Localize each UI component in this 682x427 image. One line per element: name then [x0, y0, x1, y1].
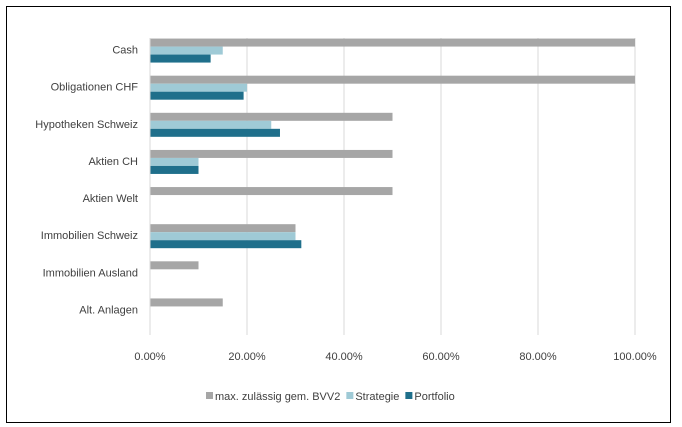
category-label: Cash — [112, 45, 138, 57]
legend-swatch — [346, 392, 354, 399]
category-label: Immobilien Ausland — [43, 267, 138, 279]
legend-swatch — [405, 392, 413, 399]
bar-2-5 — [150, 240, 302, 249]
legend-item-1: Strategie — [346, 391, 399, 403]
category-label: Aktien CH — [88, 156, 138, 168]
legend-label: Portfolio — [414, 391, 454, 403]
bar-0-7 — [150, 298, 223, 307]
x-tick-label: 100.00% — [613, 351, 657, 363]
category-label: Immobilien Schweiz — [41, 230, 138, 242]
bar-0-3 — [150, 149, 393, 158]
legend-label: max. zulässig gem. BVV2 — [215, 391, 340, 403]
x-tick-labels: 0.00% 20.00% 40.00% 60.00% 80.00% 100.00% — [134, 351, 657, 363]
bar-1-2 — [150, 120, 272, 129]
bar-1-5 — [150, 232, 296, 241]
category-label: Alt. Anlagen — [79, 304, 138, 316]
legend: max. zulässig gem. BVV2 Strategie Portfoli… — [206, 391, 455, 403]
x-tick-label: 20.00% — [228, 351, 266, 363]
x-tick-label: 80.00% — [519, 351, 557, 363]
x-tick-label: 0.00% — [134, 351, 165, 363]
bar-2-3 — [150, 165, 199, 174]
bar-2-2 — [150, 128, 280, 137]
category-label: Hypotheken Schweiz — [35, 119, 138, 131]
legend-item-0: max. zulässig gem. BVV2 — [206, 391, 340, 403]
bar-2-1 — [150, 91, 244, 100]
bars — [150, 38, 635, 307]
category-label: Aktien Welt — [83, 193, 138, 205]
bar-0-0 — [150, 38, 635, 47]
legend-item-2: Portfolio — [405, 391, 455, 403]
bar-1-3 — [150, 157, 199, 166]
category-labels: Cash Obligationen CHF Hypotheken Schweiz Ak… — [35, 45, 138, 317]
bar-1-0 — [150, 46, 223, 55]
bar-0-1 — [150, 75, 635, 84]
bar-0-2 — [150, 112, 393, 121]
bar-0-4 — [150, 187, 393, 196]
category-label: Obligationen CHF — [51, 82, 139, 94]
chart-frame — [6, 6, 671, 423]
legend-swatch — [206, 392, 213, 399]
bar-2-0 — [150, 54, 211, 63]
bar-0-6 — [150, 261, 199, 270]
x-tick-label: 40.00% — [325, 351, 363, 363]
bar-1-1 — [150, 83, 247, 92]
bar-0-5 — [150, 224, 296, 233]
legend-label: Strategie — [355, 391, 399, 403]
x-tick-label: 60.00% — [422, 351, 460, 363]
